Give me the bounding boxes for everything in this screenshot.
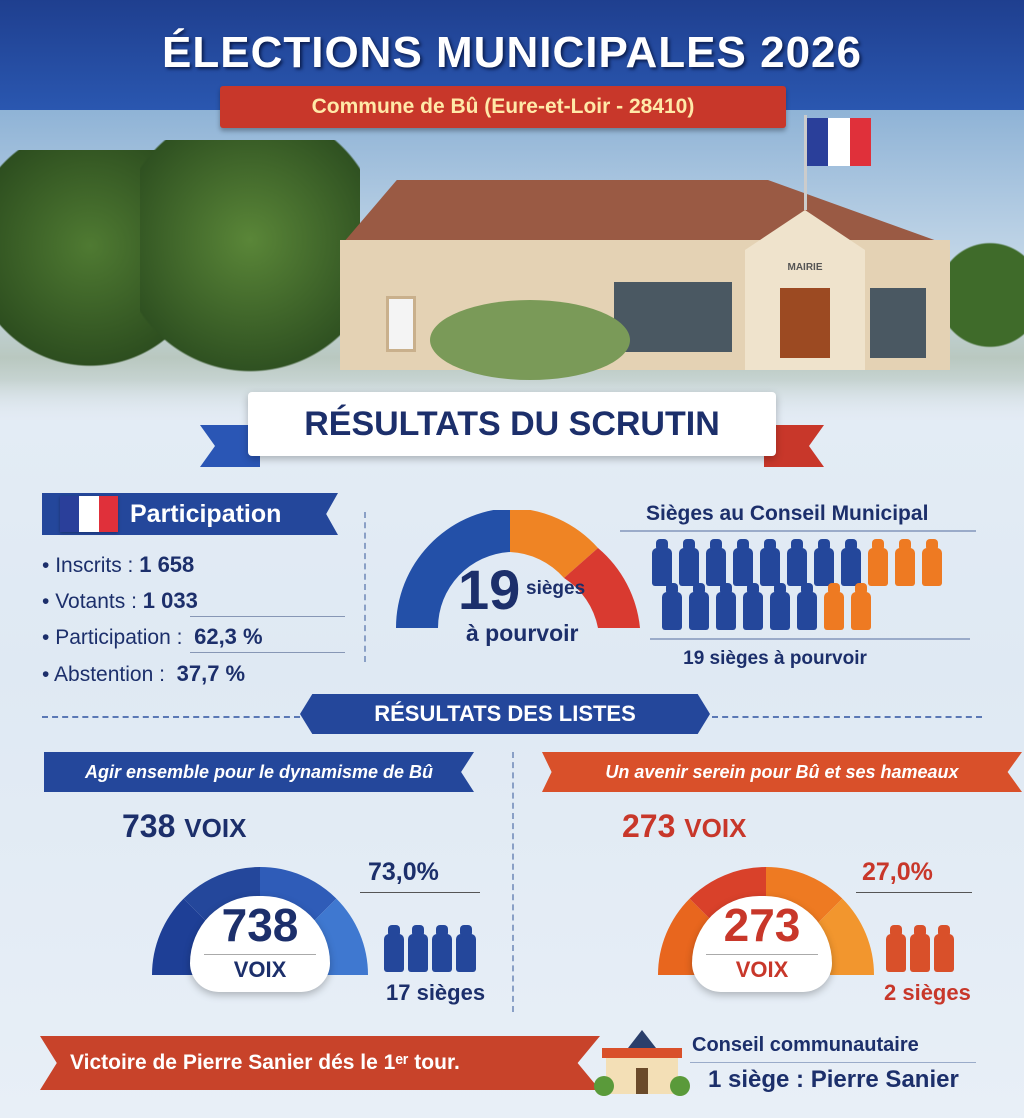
- gauge-blue-segment: [395, 510, 510, 628]
- mairie-sign: MAIRIE: [787, 262, 823, 273]
- list-1-votes: 738 VOIX: [122, 808, 247, 844]
- gauge-segment: [305, 898, 368, 975]
- seat-icon: [384, 925, 404, 972]
- seats-suffix: sièges: [526, 578, 586, 599]
- seat-icon: [886, 925, 906, 972]
- seat-icon: [733, 539, 753, 586]
- stat-inscrits: • Inscrits : 1 658: [42, 552, 195, 577]
- list-1-percent: 73,0%: [368, 858, 439, 886]
- gauge-segment: [689, 867, 766, 930]
- gauge-red-segment: [564, 548, 640, 628]
- list-1-title: Agir ensemble pour le dynamisme de Bû: [44, 752, 474, 792]
- victory-banner: Victoire de Pierre Sanier dés le 1ᵉʳ tou…: [40, 1036, 600, 1090]
- gauge-segment: [811, 898, 874, 975]
- seats-title: Sièges au Conseil Municipal: [646, 502, 929, 525]
- gauge-segment: [152, 898, 215, 975]
- stat-abstention: • Abstention : 37,7 %: [42, 661, 246, 686]
- seat-icon: [910, 925, 930, 972]
- seat-icon: [716, 583, 736, 630]
- divider: [856, 892, 972, 893]
- list-2-seat-icons: [886, 925, 986, 972]
- list-1-center: 738 VOIX: [190, 896, 330, 992]
- list-2-center-label: VOIX: [706, 954, 818, 985]
- seat-icon: [652, 539, 672, 586]
- divider: [190, 652, 345, 653]
- list-1-seat-icons: [384, 925, 484, 972]
- seat-icon: [760, 539, 780, 586]
- list-2-seats: 2 sièges: [884, 980, 971, 1005]
- town-hall-photo: MAIRIE: [0, 110, 1024, 420]
- list-2-title: Un avenir serein pour Bû et ses hameaux: [542, 752, 1022, 792]
- gauge-orange-segment: [510, 510, 598, 578]
- seat-icon: [770, 583, 790, 630]
- divider: [690, 1062, 976, 1063]
- seat-icon: [797, 583, 817, 630]
- seat-icon: [868, 539, 888, 586]
- list-1-center-votes: 738: [221, 899, 299, 951]
- seat-grid: [650, 539, 970, 630]
- divider: [620, 530, 976, 532]
- seat-icon: [787, 539, 807, 586]
- seats-number: 19: [458, 558, 521, 621]
- seat-icon: [895, 539, 915, 586]
- seat-icon: [824, 583, 844, 630]
- seat-icon: [841, 539, 861, 586]
- seat-icon: [851, 583, 871, 630]
- seat-icon: [432, 925, 452, 972]
- list-2-percent: 27,0%: [862, 858, 933, 886]
- seats-subtitle: à pourvoir: [466, 620, 579, 646]
- french-flag-icon: [60, 496, 118, 532]
- stat-votants: • Votants : 1 033: [42, 588, 198, 613]
- seat-icon: [922, 539, 942, 586]
- divider: [712, 716, 982, 718]
- lists-banner: RÉSULTATS DES LISTES: [300, 694, 710, 734]
- list-1-seats: 17 sièges: [386, 980, 486, 1005]
- gauge-segment: [260, 867, 337, 930]
- seat-icon: [706, 539, 726, 586]
- seat-icon: [934, 925, 954, 972]
- seat-icon: [814, 539, 834, 586]
- seat-icon: [662, 583, 682, 630]
- list-1-center-label: VOIX: [204, 954, 316, 985]
- list-2-gauge: [658, 867, 874, 975]
- seat-icon: [679, 539, 699, 586]
- council-title: Conseil communautaire: [692, 1034, 919, 1056]
- town-hall-icon: [594, 1030, 690, 1096]
- divider: [512, 752, 514, 1012]
- gauge-segment: [183, 867, 260, 930]
- list-1-gauge: [152, 867, 368, 975]
- seats-gauge: [395, 510, 640, 628]
- divider: [364, 512, 366, 662]
- results-banner: RÉSULTATS DU SCRUTIN: [248, 392, 776, 456]
- gauge-segment: [658, 898, 721, 975]
- gauge-segment: [766, 867, 843, 930]
- seat-icon: [743, 583, 763, 630]
- seats-footer: 19 sièges à pourvoir: [683, 648, 867, 669]
- divider: [190, 616, 345, 617]
- list-2-center: 273 VOIX: [692, 896, 832, 992]
- commune-subtitle: Commune de Bû (Eure-et-Loir - 28410): [220, 86, 786, 128]
- list-2-votes: 273 VOIX: [622, 808, 747, 844]
- list-2-center-votes: 273: [723, 899, 801, 951]
- page-title: ÉLECTIONS MUNICIPALES 2026: [162, 28, 862, 77]
- stat-participation: • Participation : 62,3 %: [42, 624, 263, 649]
- council-seat: 1 siège : Pierre Sanier: [708, 1066, 959, 1093]
- divider: [650, 638, 970, 640]
- seat-icon: [689, 583, 709, 630]
- divider: [42, 716, 300, 718]
- divider: [360, 892, 480, 893]
- seat-icon: [408, 925, 428, 972]
- seat-icon: [456, 925, 476, 972]
